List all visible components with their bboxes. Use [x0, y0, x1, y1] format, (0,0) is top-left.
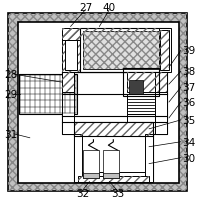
Bar — [73, 122, 153, 136]
Text: 30: 30 — [182, 153, 195, 163]
Bar — [62, 29, 169, 41]
Bar — [84, 150, 99, 178]
Bar — [8, 14, 187, 191]
Bar — [127, 73, 155, 93]
Bar — [84, 32, 165, 70]
Bar — [155, 73, 167, 134]
Text: 35: 35 — [182, 115, 195, 125]
Bar — [84, 32, 165, 70]
Bar — [62, 29, 80, 73]
Bar — [62, 29, 169, 41]
Bar — [103, 173, 119, 178]
Bar — [145, 134, 153, 182]
Bar — [62, 73, 73, 134]
Bar — [155, 73, 167, 93]
Bar — [73, 122, 153, 136]
Bar — [62, 73, 73, 93]
Bar — [62, 73, 167, 134]
Bar — [80, 29, 169, 73]
Bar — [19, 75, 77, 114]
Bar — [160, 31, 169, 71]
Bar — [73, 122, 153, 136]
Bar — [73, 134, 153, 182]
Bar — [78, 172, 149, 182]
Bar — [65, 41, 77, 71]
Text: 32: 32 — [76, 188, 89, 198]
Bar — [103, 150, 119, 178]
Bar — [84, 173, 99, 178]
Text: 40: 40 — [103, 3, 116, 13]
Bar — [127, 73, 155, 93]
Bar — [123, 69, 159, 97]
Text: 37: 37 — [182, 83, 195, 93]
Bar — [160, 31, 169, 71]
Text: 28: 28 — [4, 70, 17, 80]
Text: 31: 31 — [4, 129, 17, 139]
Bar — [18, 23, 179, 184]
Bar — [8, 14, 187, 191]
Bar — [62, 29, 80, 73]
Text: 36: 36 — [182, 98, 195, 107]
Text: 34: 34 — [182, 137, 195, 147]
Bar — [78, 176, 149, 182]
Text: 29: 29 — [4, 90, 17, 100]
Text: 38: 38 — [182, 67, 195, 77]
Text: 27: 27 — [79, 3, 92, 13]
Text: 33: 33 — [111, 188, 124, 198]
Bar — [62, 73, 73, 93]
Bar — [159, 29, 171, 73]
Bar — [127, 114, 155, 122]
Bar — [127, 95, 155, 116]
Bar — [129, 81, 143, 95]
Bar — [155, 73, 167, 93]
Text: 39: 39 — [182, 46, 195, 56]
Bar — [78, 176, 149, 182]
Bar — [73, 134, 82, 182]
